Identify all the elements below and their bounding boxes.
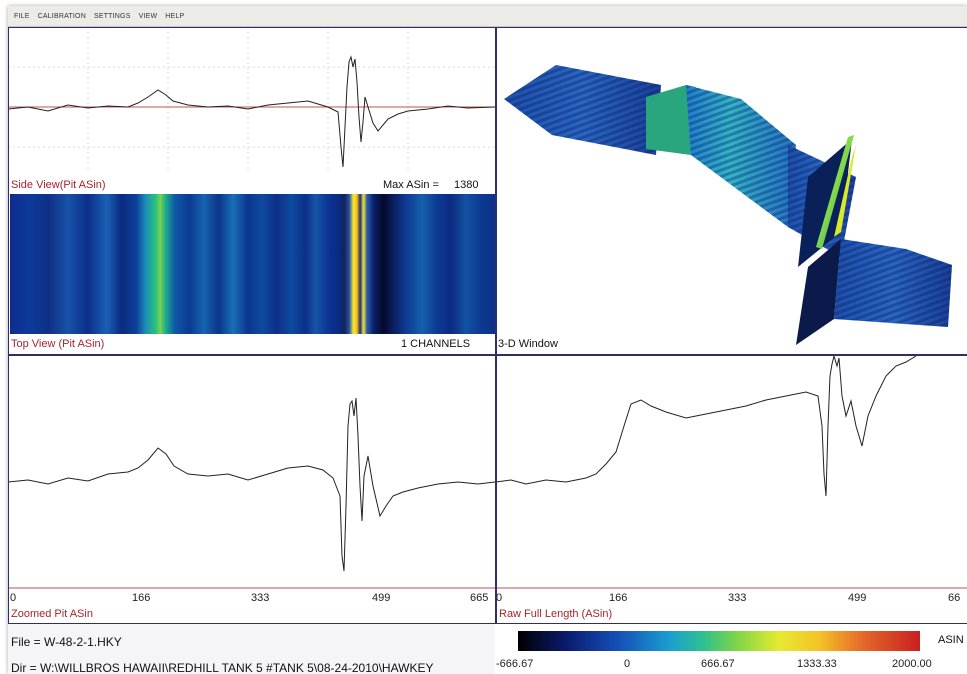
3d-window-panel: 3-D Window [496,27,967,354]
menu-settings[interactable]: SETTINGS [93,12,131,20]
colorbar-tick-3: 1333.33 [797,658,837,670]
side-view-panel: Side View(Pit ASin) Max ASin = 1380 [8,27,495,194]
raw-full-length-plot [496,356,967,589]
max-asin-label: Max ASin = [383,179,439,191]
colorbar [518,631,920,651]
bottom-horizontal-divider [8,623,967,624]
3d-surface-plot [504,65,952,345]
3d-window-label: 3-D Window [498,338,558,350]
raw-full-length-panel: 0 166 333 499 66 Raw Full Length (ASin) [496,356,967,624]
main-frame: FILE CALIBRATION SETTINGS VIEW HELP Side… [8,6,967,674]
dir-label: Dir = W:\WILLBROS HAWAII\REDHILL TANK 5 … [11,661,434,674]
zoomed-pit-panel: 0 166 333 499 665 Zoomed Pit ASin [8,356,495,624]
top-view-label: Top View (Pit ASin) [11,338,105,350]
raw-tick-4: 66 [948,592,961,604]
colorbar-tick-2: 666.67 [701,658,735,670]
colorbar-tick-0: -666.67 [496,658,534,670]
raw-tick-2: 333 [728,592,747,604]
file-label: File = W-48-2-1.HKY [11,635,122,649]
zoomed-label: Zoomed Pit ASin [11,608,93,620]
left-border [8,27,9,624]
colorbar-tick-4: 2000.00 [892,658,932,670]
zoomed-tick-2: 333 [251,592,270,604]
menu-view[interactable]: VIEW [138,12,158,20]
colorbar-unit: ASIN [938,634,964,646]
menu-file[interactable]: FILE [14,12,30,20]
top-view-label-strip: Top View (Pit ASin) 1 CHANNELS [8,334,495,354]
raw-tick-1: 166 [609,592,628,604]
colorbar-panel: ASIN -666.67 0 666.67 1333.33 2000.00 [496,624,967,674]
file-info-bar: File = W-48-2-1.HKY Dir = W:\WILLBROS HA… [8,624,495,674]
side-view-label: Side View(Pit ASin) [11,179,106,191]
raw-label: Raw Full Length (ASin) [499,608,613,620]
vertical-divider [495,27,497,624]
channels-label: 1 CHANNELS [401,338,471,350]
top-view-heatmap [10,194,495,334]
zoomed-pit-plot [8,397,495,589]
raw-tick-0: 0 [496,592,503,604]
zoomed-tick-3: 499 [372,592,391,604]
raw-tick-3: 499 [848,592,867,604]
menu-bar: FILE CALIBRATION SETTINGS VIEW HELP [8,6,967,27]
top-border [8,27,967,28]
mid-horizontal-divider [8,354,967,356]
max-asin-value: 1380 [454,179,479,191]
menu-help[interactable]: HELP [165,12,185,20]
colorbar-tick-1: 0 [624,658,631,670]
menu-calibration[interactable]: CALIBRATION [37,12,86,20]
zoomed-tick-0: 0 [10,592,17,604]
zoomed-tick-4: 665 [470,592,489,604]
side-view-plot [8,27,495,172]
zoomed-tick-1: 166 [132,592,151,604]
